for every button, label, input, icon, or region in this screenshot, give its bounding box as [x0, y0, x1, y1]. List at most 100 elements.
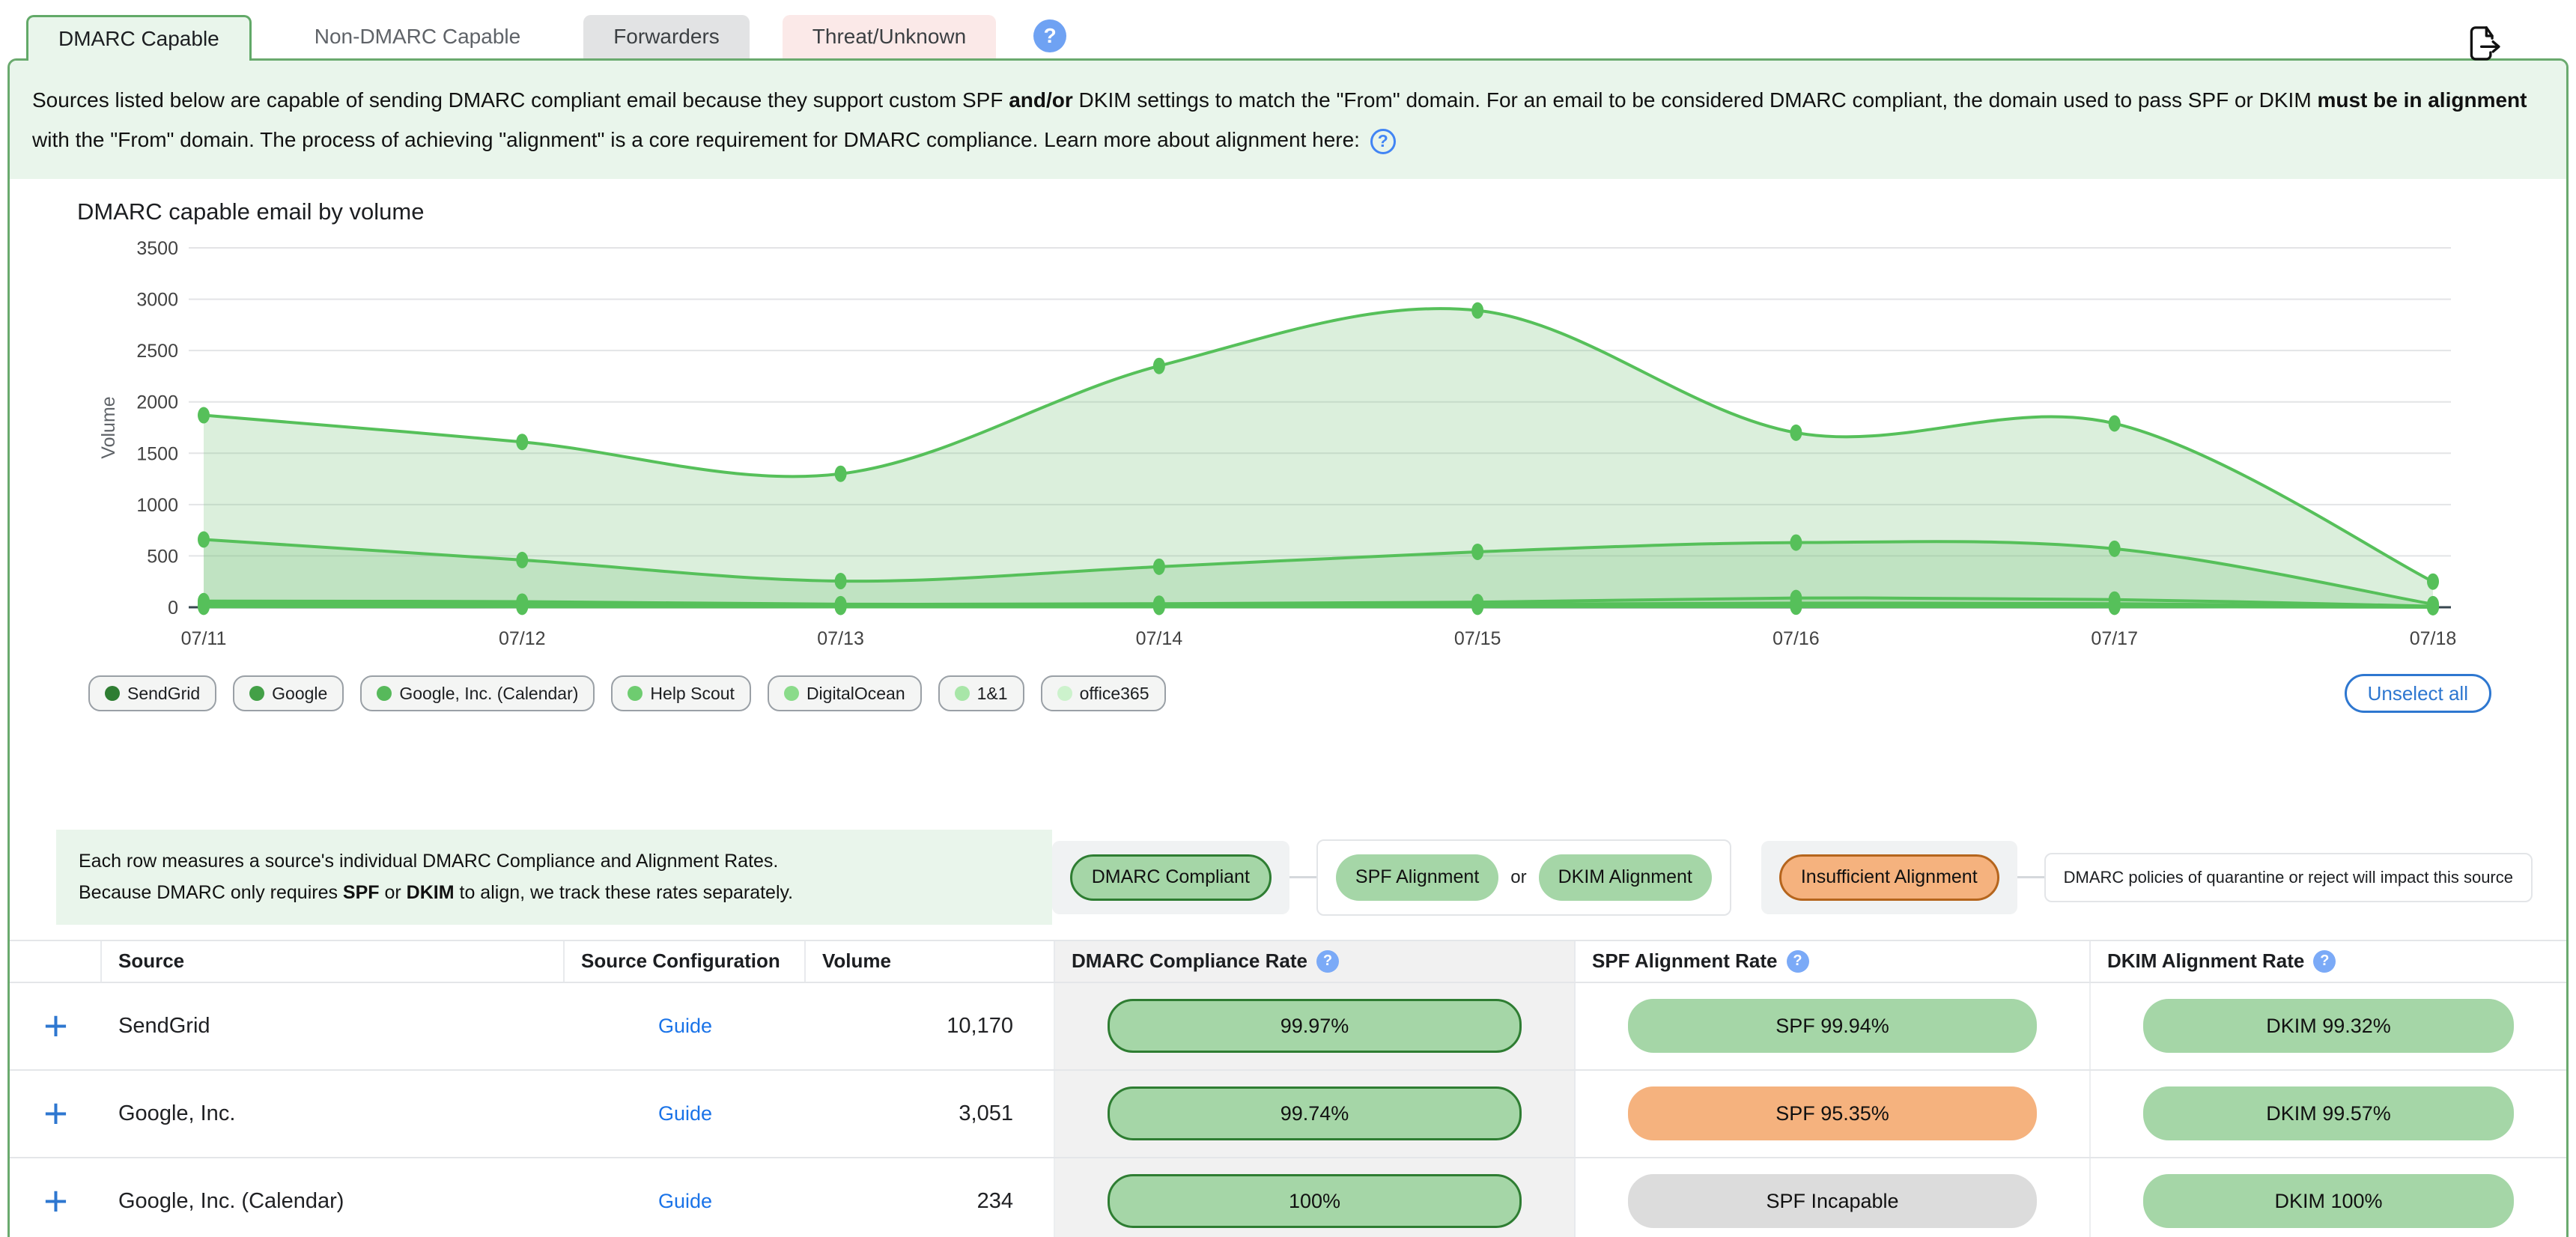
- volume-cell: 234: [806, 1158, 1055, 1237]
- source-name-cell: SendGrid: [118, 1013, 210, 1038]
- tab-dmarc-capable[interactable]: DMARC Capable: [26, 15, 252, 61]
- tab-strip: DMARC Capable Non-DMARC Capable Forwarde…: [0, 0, 2576, 61]
- or-label: or: [1510, 866, 1527, 887]
- guide-link[interactable]: Guide: [657, 1014, 713, 1037]
- expand-row-button[interactable]: +: [43, 1177, 68, 1225]
- table-body: + SendGrid Guide 10,170 99.97% SPF 99.94% DKIM…: [10, 982, 2566, 1237]
- policy-note-text: DMARC policies of quarantine or reject w…: [2063, 867, 2513, 887]
- series-label: Google: [272, 683, 328, 703]
- compliance-help-icon[interactable]: ?: [1316, 949, 1339, 973]
- legend-connector: [1289, 876, 1316, 879]
- description-seg1: Sources listed below are capable of send…: [32, 88, 1009, 112]
- table-row: + Google, Inc. (Calendar) Guide 234 100% SPF …: [10, 1158, 2566, 1237]
- header-spf-alignment-rate: SPF Alignment Rate?: [1576, 940, 2091, 982]
- dkim-rate-pill: DKIM 100%: [2143, 1174, 2514, 1229]
- svg-text:3000: 3000: [136, 290, 178, 311]
- series-label: office365: [1079, 683, 1149, 703]
- note-line2-bold2: DKIM: [406, 881, 455, 903]
- expand-cell: +: [10, 1158, 102, 1237]
- spf-alignment-cell: SPF Incapable: [1576, 1158, 2091, 1237]
- header-dmarc-compliance-rate: DMARC Compliance Rate?: [1055, 940, 1576, 982]
- compliance-rate-pill: 100%: [1108, 1174, 1522, 1229]
- chart-title: DMARC capable email by volume: [77, 198, 425, 225]
- table-note: Each row measures a source's individual …: [56, 830, 1052, 925]
- source-configuration-cell: Guide: [565, 1071, 806, 1157]
- series-label: SendGrid: [127, 683, 201, 703]
- legend-chip-6[interactable]: 1&1: [938, 675, 1024, 712]
- svg-text:Volume: Volume: [98, 397, 119, 459]
- tab-non-dmarc-capable[interactable]: Non-DMARC Capable: [284, 15, 551, 58]
- svg-text:1000: 1000: [136, 495, 178, 516]
- svg-text:07/11: 07/11: [181, 628, 227, 649]
- expand-cell: +: [10, 983, 102, 1069]
- source-name-cell: Google, Inc.: [118, 1101, 236, 1125]
- header-dkim-alignment-rate: DKIM Alignment Rate?: [2091, 941, 2566, 982]
- description-seg3: with the "From" domain. The process of a…: [32, 128, 1366, 152]
- header-expand-col: [10, 940, 102, 982]
- spf-rate-pill: SPF Incapable: [1628, 1174, 2037, 1229]
- legend-chip-4[interactable]: Help Scout: [611, 675, 751, 712]
- header-source: Source: [102, 940, 565, 982]
- export-icon[interactable]: [2461, 19, 2507, 71]
- unselect-all-button[interactable]: Unselect all: [2344, 674, 2491, 714]
- expand-row-button[interactable]: +: [43, 1089, 68, 1137]
- spf-alignment-badge: SPF Alignment: [1335, 854, 1499, 901]
- insufficient-alignment-badge: Insufficient Alignment: [1778, 854, 1999, 901]
- series-color-dot: [954, 686, 970, 702]
- tabs-help-icon[interactable]: ?: [1033, 19, 1067, 52]
- dmarc-capable-panel: Sources listed below are capable of send…: [7, 58, 2569, 1237]
- svg-text:2000: 2000: [136, 392, 178, 413]
- rates-legend-row: Each row measures a source's individual …: [10, 830, 2566, 925]
- spf-alignment-cell: SPF 95.35%: [1576, 1070, 2091, 1157]
- expand-row-button[interactable]: +: [43, 1002, 68, 1050]
- legend-chip-3[interactable]: Google, Inc. (Calendar): [360, 675, 595, 712]
- dmarc-compliance-cell: 99.97%: [1055, 982, 1576, 1069]
- source-configuration-cell: Guide: [565, 983, 806, 1069]
- dmarc-compliant-badge: DMARC Compliant: [1069, 854, 1272, 901]
- source-name-cell: Google, Inc. (Calendar): [118, 1188, 344, 1213]
- dmarc-compliant-card: DMARC Compliant: [1051, 840, 1289, 914]
- guide-link[interactable]: Guide: [657, 1189, 713, 1212]
- description-seg2: DKIM settings to match the "From" domain…: [1072, 88, 2318, 112]
- svg-text:3500: 3500: [136, 238, 178, 259]
- spf-rate-pill: SPF 99.94%: [1628, 999, 2037, 1054]
- badge-legend: DMARC Compliant SPF Alignment or DKIM Al…: [1051, 839, 2533, 916]
- table-row: + Google, Inc. Guide 3,051 99.74% SPF 95.35% D…: [10, 1070, 2566, 1158]
- note-line2-seg3: to align, we track these rates separatel…: [454, 881, 794, 903]
- dkim-rate-pill: DKIM 99.32%: [2143, 999, 2514, 1054]
- alignment-options-card: SPF Alignment or DKIM Alignment: [1316, 839, 1731, 916]
- chart-legend: SendGrid Google Google, Inc. (Calendar) Hel…: [10, 663, 2566, 717]
- legend-chip-5[interactable]: DigitalOcean: [767, 675, 922, 712]
- dmarc-compliance-cell: 99.74%: [1055, 1070, 1576, 1157]
- tab-forwarders[interactable]: Forwarders: [583, 15, 750, 58]
- svg-text:07/12: 07/12: [499, 628, 546, 649]
- table-row: + SendGrid Guide 10,170 99.97% SPF 99.94% DKIM…: [10, 982, 2566, 1071]
- compliance-rate-pill: 99.74%: [1108, 1086, 1522, 1141]
- guide-link[interactable]: Guide: [657, 1101, 713, 1125]
- tab-threat-unknown[interactable]: Threat/Unknown: [782, 15, 997, 58]
- svg-text:1500: 1500: [136, 444, 178, 465]
- legend-chip-2[interactable]: Google: [233, 675, 344, 712]
- series-color-dot: [377, 686, 392, 702]
- legend-chip-7[interactable]: office365: [1040, 675, 1166, 712]
- spf-help-icon[interactable]: ?: [1786, 949, 1809, 973]
- legend-chip-1[interactable]: SendGrid: [88, 675, 217, 712]
- svg-text:07/17: 07/17: [2091, 628, 2138, 649]
- dkim-help-icon[interactable]: ?: [2313, 949, 2336, 973]
- series-label: Google, Inc. (Calendar): [399, 683, 579, 703]
- alignment-help-icon[interactable]: ?: [1370, 128, 1396, 154]
- dmarc-compliance-cell: 100%: [1055, 1158, 1576, 1237]
- svg-text:0: 0: [168, 598, 178, 618]
- legend-chips: SendGrid Google Google, Inc. (Calendar) Hel…: [88, 675, 1166, 712]
- dkim-alignment-cell: DKIM 99.57%: [2091, 1071, 2566, 1157]
- note-line2-seg2: or: [379, 881, 407, 903]
- series-label: 1&1: [976, 683, 1008, 703]
- spf-alignment-cell: SPF 99.94%: [1576, 982, 2091, 1069]
- compliance-rate-pill: 99.97%: [1108, 999, 1522, 1054]
- sources-table: Source Source Configuration Volume DMARC…: [10, 939, 2566, 1237]
- svg-text:07/13: 07/13: [817, 628, 864, 649]
- dkim-alignment-cell: DKIM 99.32%: [2091, 983, 2566, 1069]
- volume-chart: 0 500 1000 1500 2000 2500 3000 3500 Volume 07/11 0…: [98, 238, 2456, 649]
- svg-text:500: 500: [147, 547, 178, 568]
